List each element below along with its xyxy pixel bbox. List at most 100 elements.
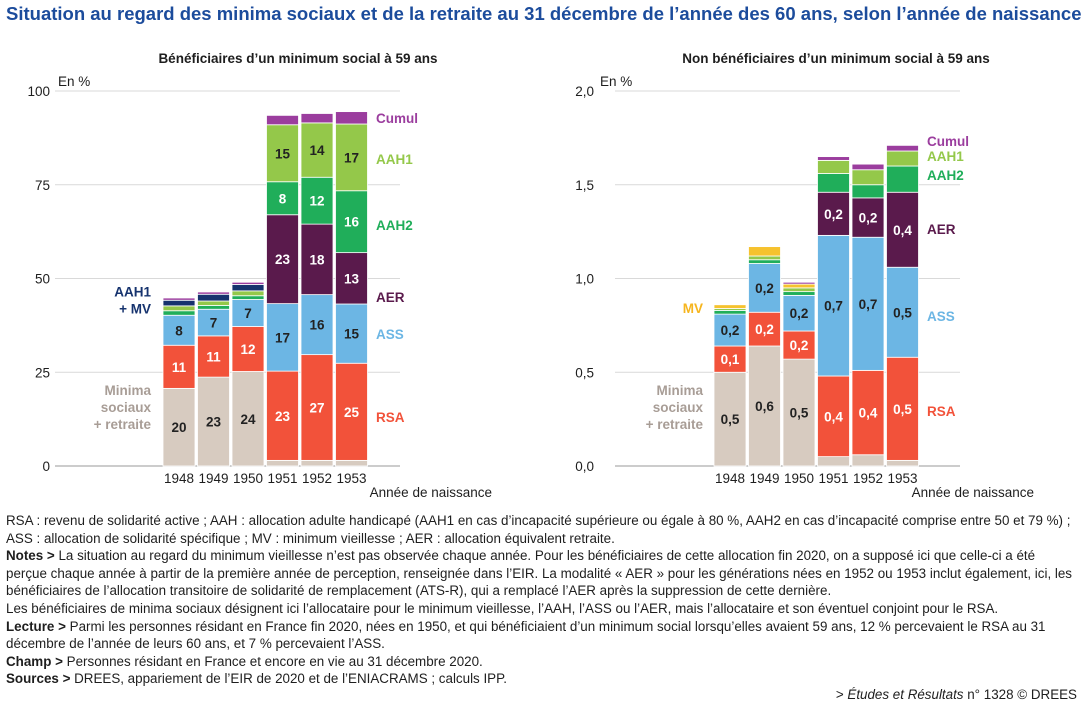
- chart1-bar-value-label: 17: [275, 330, 290, 345]
- chart2-side-label-minima: + retraite: [646, 417, 704, 432]
- chart2-bar-segment-aah2: [713, 309, 747, 315]
- chart1-bar-value-label: 16: [344, 215, 360, 230]
- chart2-bar-segment-aer: [817, 191, 850, 236]
- chart1-bar-value-label: 23: [275, 252, 291, 267]
- chart1-bar-value-label: 23: [275, 409, 291, 424]
- chart1-bar-segment-aah1mv: [231, 284, 265, 292]
- chart1-bar-segment-minima: [266, 459, 299, 467]
- chart1-bar-value-label: 13: [344, 271, 360, 286]
- chart2-bar-segment-aah1: [782, 287, 816, 293]
- chart2-bar-segment-ass: [782, 294, 816, 332]
- chart2-bar-value-label: 0,2: [790, 338, 809, 353]
- credit-publication: Études et Résultats: [847, 687, 964, 702]
- chart1-bar-segment-aah2: [231, 295, 265, 300]
- chart1-bar-segment-cumul: [266, 114, 299, 126]
- chart2-legend-cumul: Cumul: [927, 134, 969, 149]
- chart2-bar-segment-rsa: [851, 369, 885, 456]
- chart2-bar-segment-minima: [851, 454, 885, 467]
- chart2-bar-value-label: 0,5: [893, 402, 912, 417]
- chart1-y-tick-label: 0: [42, 459, 50, 474]
- chart1-bar-segment-minima: [197, 376, 230, 467]
- chart1-bar-segment-cumul: [300, 113, 334, 124]
- chart2-bar-segment-mv: [713, 304, 747, 309]
- chart1-x-tick-label: 1952: [302, 471, 332, 486]
- chart1-bar-segment-aah2: [335, 190, 368, 254]
- chart2-side-label-minima: sociaux: [653, 400, 704, 415]
- chart1-bar-segment-minima: [300, 459, 334, 467]
- chart1-bar-segment-aah1mv: [162, 299, 196, 307]
- chart2-bar-value-label: 0,7: [859, 297, 878, 312]
- champ-label: Champ >: [6, 653, 63, 669]
- chart2-legend-aer: AER: [927, 222, 956, 237]
- chart2-bar-value-label: 0,4: [859, 406, 878, 421]
- chart2-bar-value-label: 0,2: [790, 306, 809, 321]
- chart2-bar-value-label: 0,1: [721, 352, 740, 367]
- chart1-bar-value-label: 20: [171, 420, 186, 435]
- chart1-bar-segment-cumul: [335, 111, 368, 125]
- chart1-bar-value-label: 14: [309, 143, 325, 158]
- chart1-bar-segment-cumul: [162, 297, 196, 301]
- chart1-bar-segment-aah1mv: [197, 293, 230, 302]
- chart1-bar-segment-ass: [335, 303, 368, 364]
- chart2-title: Non bénéficiaires d’un minimum social à …: [682, 51, 990, 66]
- chart2-bar-segment-ass: [886, 266, 919, 358]
- chart1-bar-segment-rsa: [162, 344, 196, 389]
- chart2-bar-segment-aer: [886, 191, 919, 268]
- chart2-bar-segment-aah2: [851, 184, 885, 199]
- chart1-side-label-minima: sociaux: [101, 400, 152, 415]
- chart2-bar-segment-minima: [748, 345, 781, 467]
- glossary-text: RSA : revenu de solidarité active ; AAH …: [6, 513, 1071, 546]
- chart1-bar-segment-rsa: [197, 335, 230, 378]
- chart1-bar-value-label: 7: [210, 316, 218, 331]
- chart2-side-label-minima: Minima: [656, 383, 703, 398]
- chart2-bar-segment-cumul: [851, 163, 885, 171]
- chart1-bar-segment-aah1: [162, 305, 196, 312]
- chart2-legend-aah2: AAH2: [927, 168, 964, 183]
- chart2-bar-value-label: 0,5: [893, 305, 912, 320]
- chart2-bar-value-label: 0,7: [824, 299, 843, 314]
- chart1-bar-segment-minima: [335, 459, 368, 467]
- chart1-bar-segment-ass: [162, 314, 196, 346]
- chart2-bar-value-label: 0,2: [755, 281, 774, 296]
- lecture-paragraph: Lecture > Parmi les personnes résidant e…: [6, 618, 1078, 653]
- chart1-bar-value-label: 11: [206, 350, 221, 365]
- chart2-legend-ass: ASS: [927, 309, 955, 324]
- chart1-title: Bénéficiaires d’un minimum social à 59 a…: [158, 51, 437, 66]
- chart2-bar-segment-rsa: [886, 356, 919, 461]
- chart2-side-label-mv: MV: [683, 301, 703, 316]
- chart2-bar-value-label: 0,4: [824, 409, 843, 424]
- chart2-y-tick-label: 0,0: [575, 459, 594, 474]
- chart1-bar-value-label: 15: [344, 327, 360, 342]
- chart1-bar-segment-ass: [300, 294, 334, 356]
- chart1-legend-aer: AER: [376, 290, 405, 305]
- chart2-x-tick-label: 1948: [715, 471, 745, 486]
- chart2-x-tick-label: 1951: [818, 471, 848, 486]
- chart2-bar-value-label: 0,4: [893, 223, 912, 238]
- chart2-bar-value-label: 0,2: [859, 211, 878, 226]
- chart1-bar-segment-aer: [300, 223, 334, 296]
- chart1-y-unit: En %: [58, 74, 90, 89]
- notes-paragraph: Notes > La situation au regard du minimu…: [6, 547, 1078, 600]
- chart1-x-tick-label: 1951: [267, 471, 297, 486]
- chart2-bar-segment-ass: [713, 313, 747, 347]
- chart2-bar-segment-aah1: [886, 150, 919, 167]
- chart1-bar-value-label: 23: [206, 415, 222, 430]
- chart1-bar-segment-rsa: [335, 362, 368, 461]
- chart1-bar-value-label: 17: [344, 150, 359, 165]
- chart1-bar-value-label: 8: [279, 191, 287, 206]
- chart2-bar-segment-aah2: [817, 173, 850, 193]
- chart1-bar-value-label: 11: [172, 360, 187, 375]
- chart2-bar-segment-aah2: [748, 259, 781, 264]
- chart2-x-tick-label: 1950: [784, 471, 814, 486]
- chart1-x-tick-label: 1949: [198, 471, 228, 486]
- chart1-bar-value-label: 12: [240, 342, 255, 357]
- chart2-bar-value-label: 0,5: [790, 406, 809, 421]
- chart2-bar-value-label: 0,2: [824, 207, 843, 222]
- chart1-bar-segment-cumul: [231, 281, 265, 285]
- chart1-bar-segment-rsa: [266, 370, 299, 461]
- chart1-bar-segment-aah2: [266, 181, 299, 216]
- chart2-bar-segment-aah1: [851, 169, 885, 186]
- chart1-bar-segment-aah1: [197, 300, 230, 306]
- chart1-bar-value-label: 15: [275, 146, 291, 161]
- chart2-x-tick-label: 1949: [749, 471, 779, 486]
